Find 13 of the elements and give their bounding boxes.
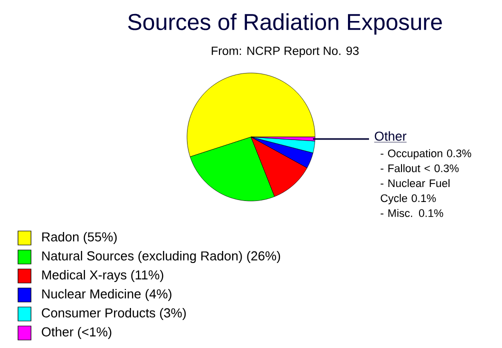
chart-subtitle: From: NCRP Report No. 93: [212, 46, 359, 58]
text: - Fallout < 0.3%: [380, 164, 459, 172]
legend-label: Medical X-rays (11%): [42, 270, 164, 282]
text: - Occupation 0.3%: [380, 149, 472, 160]
legend-label: Consumer Products (3%): [42, 308, 186, 320]
legend-label: Natural Sources (excluding Radon) (26%): [42, 250, 280, 264]
text: Other: [374, 131, 406, 141]
legend-label: Nuclear Medicine (4%): [42, 288, 172, 302]
text: - Misc. 0.1%: [380, 208, 444, 218]
text: - Nuclear Fuel Cycle 0.1%: [380, 179, 450, 204]
legend-label: Radon (55%): [42, 232, 117, 244]
chart-title: Sources of Radiation Exposure: [128, 13, 442, 35]
legend-label: Other (<1%): [42, 326, 112, 340]
